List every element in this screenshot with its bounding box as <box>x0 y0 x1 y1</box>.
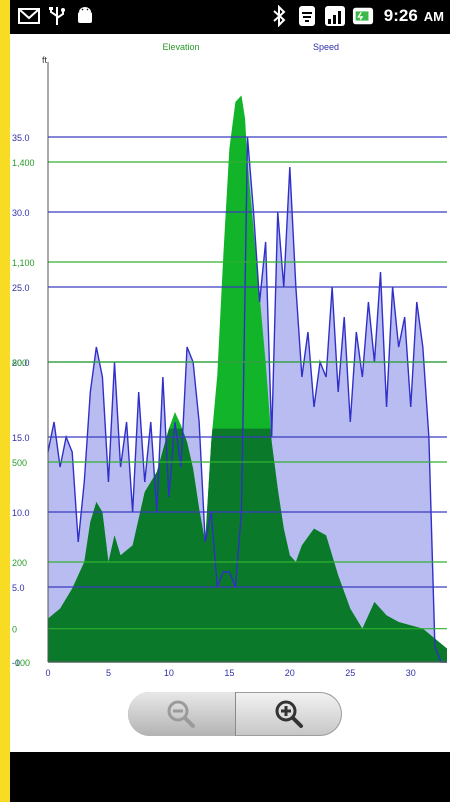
usb-icon <box>46 5 68 27</box>
x-tick-label: 20 <box>285 668 295 678</box>
speed-legend-label: Speed <box>313 42 339 52</box>
speed-tick-label: 15.0 <box>12 433 30 443</box>
android-icon <box>74 5 96 27</box>
speed-tick-label: 25.0 <box>12 283 30 293</box>
elevation-tick-label: 800 <box>12 358 27 368</box>
wifi-icon <box>296 5 318 27</box>
elevation-legend-label: Elevation <box>162 42 199 52</box>
battery-icon <box>352 5 374 27</box>
x-tick-label: 25 <box>345 668 355 678</box>
bluetooth-icon <box>268 5 290 27</box>
signal-icon <box>324 5 346 27</box>
zoom-out-button[interactable] <box>128 692 236 736</box>
x-tick-label: 0 <box>45 668 50 678</box>
zoom-in-button[interactable] <box>236 692 343 736</box>
speed-tick-label: 20.0 <box>12 358 30 368</box>
clock-time: 9:26 <box>383 6 418 25</box>
speed-tick-label: 35.0 <box>12 133 30 143</box>
zoom-out-icon <box>167 700 196 728</box>
speed-tick-label: 10.0 <box>12 508 30 518</box>
speed-tick-label: -0 <box>12 658 20 668</box>
clock-ampm: AM <box>423 8 444 24</box>
x-tick-label: 15 <box>224 668 234 678</box>
y-unit-label: ft <box>42 55 48 65</box>
x-tick-label: 10 <box>164 668 174 678</box>
elevation-tick-label: 1,400 <box>12 158 35 168</box>
elevation-tick-label: -100 <box>12 658 30 668</box>
navigation-bar <box>10 752 450 802</box>
app-screen: 9:26 AM -0 5.0 10.0 15.0 20.0 25.0 30.0 35.0 -10… <box>10 0 450 802</box>
status-bar: 9:26 AM <box>10 0 450 34</box>
x-tick-label: 5 <box>106 668 111 678</box>
elevation-tick-label: 0 <box>12 625 17 635</box>
gmail-icon <box>18 5 40 27</box>
speed-tick-label: 30.0 <box>12 208 30 218</box>
zoom-controls <box>128 692 342 736</box>
zoom-in-icon <box>275 700 303 728</box>
x-tick-label: 30 <box>406 668 416 678</box>
elevation-tick-label: 200 <box>12 558 27 568</box>
elevation-speed-chart[interactable]: -0 5.0 10.0 15.0 20.0 25.0 30.0 35.0 -100 0 200 500… <box>10 34 450 684</box>
elevation-tick-label: 500 <box>12 458 27 468</box>
elevation-area <box>48 428 447 662</box>
speed-tick-label: 5.0 <box>12 583 25 593</box>
elevation-tick-label: 1,100 <box>12 258 35 268</box>
